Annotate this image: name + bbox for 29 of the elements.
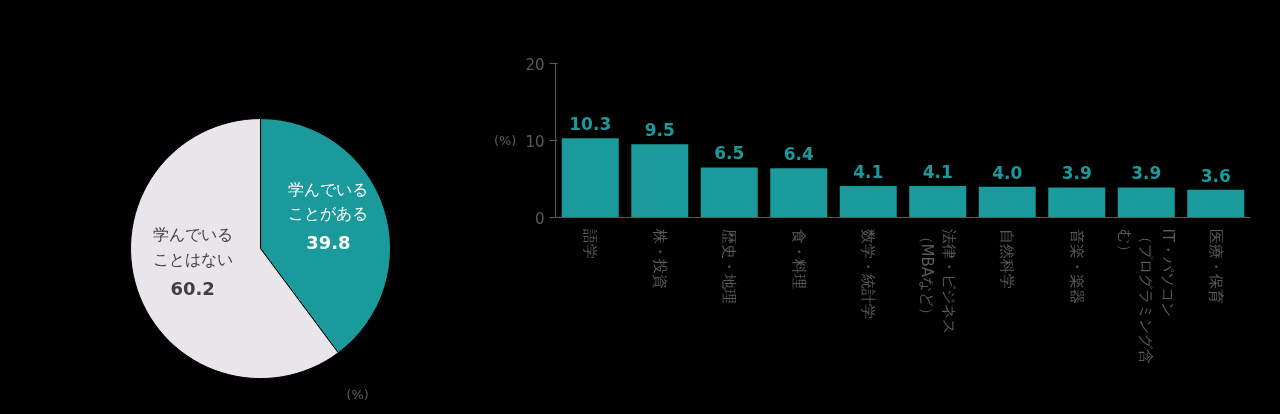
data-label: 4.0 <box>992 162 1023 183</box>
text: (%) <box>493 133 517 148</box>
x-tick-label: 音楽・楽器 <box>1067 228 1086 304</box>
data-label: 39.8 <box>306 232 351 254</box>
text: (%) <box>346 386 369 402</box>
y-tick-label: 20 <box>525 55 545 74</box>
data-label: 60.2 <box>170 277 215 299</box>
data-label: 3.6 <box>1200 165 1231 186</box>
data-label: 10.3 <box>569 114 612 135</box>
x-tick-label: 数学・統計学 <box>859 228 878 319</box>
x-tick-label: 医療・保育 <box>1206 228 1225 304</box>
x-tick-label: IT・パソコン（プログラミング含む） <box>1115 228 1177 364</box>
x-tick-label: 法律・ビジネス（MBAなど） <box>917 228 958 334</box>
x-tick-label: 語学 <box>581 228 600 259</box>
data-label: 3.9 <box>1131 163 1162 184</box>
slice-label: 学んでいることはない <box>152 224 233 269</box>
y-tick-label: 0 <box>534 209 545 228</box>
data-label: 6.5 <box>714 143 745 164</box>
x-tick-label: 歴史・地理 <box>720 228 739 304</box>
data-label: 3.9 <box>1061 163 1092 184</box>
data-label: 9.5 <box>644 120 675 141</box>
slice-label: 学んでいることがある <box>288 179 369 224</box>
x-tick-label: 株・投資 <box>650 227 669 289</box>
y-tick-label: 10 <box>525 132 545 151</box>
x-tick-label: 食・料理 <box>789 228 808 289</box>
data-label: 6.4 <box>783 144 814 165</box>
x-tick-label: 自然科学 <box>998 228 1017 289</box>
data-label: 4.1 <box>922 161 953 182</box>
data-label: 4.1 <box>853 161 884 182</box>
